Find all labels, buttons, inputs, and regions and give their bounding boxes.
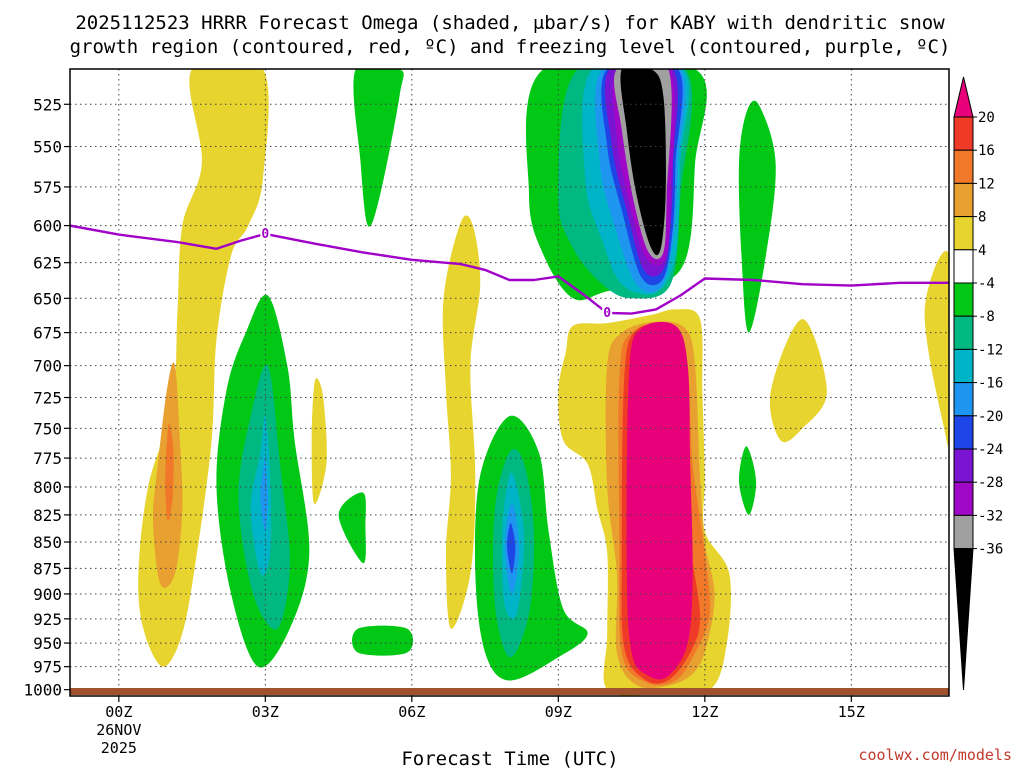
omega-region-9 [338,492,366,564]
freezing-level-contour: 00 [70,224,949,321]
colorbar-swatch-5 [953,249,974,284]
y-axis-pressure-ticks: 525 550 575 600 625 650 675 700 725 750 775 800 825 8… [23,95,70,700]
colorbar-swatch-1 [953,116,974,151]
colorbar-label--8: -8 [978,309,995,325]
ground-surface [70,688,949,695]
colorbar-label--16: -16 [978,376,1003,392]
colorbar-label--12: -12 [978,342,1003,358]
colorbar-swatch-11 [953,448,974,483]
y-tick-label-725: 725 [33,389,62,408]
colorbar-label--32: -32 [978,508,1003,524]
freezing-label-bg-1 [602,304,613,319]
y-tick-label-650: 650 [33,289,62,308]
omega-region-10 [352,625,414,656]
colorbar-label-12: 12 [978,176,995,192]
colorbar-swatch-12 [953,481,974,516]
credit-text: coolwx.com/models [858,746,1012,764]
colorbar-label-8: 8 [978,210,986,226]
y-tick-label-875: 875 [33,559,62,578]
colorbar-label-16: 16 [978,143,995,159]
x-tick-label-03Z: 03Z [252,703,279,721]
omega-region-33 [769,319,827,443]
y-tick-label-900: 900 [33,585,62,604]
y-tick-label-975: 975 [33,658,62,677]
freezing-level-label-0: 0 [261,227,269,242]
y-tick-label-925: 925 [33,610,62,629]
y-tick-label-625: 625 [33,254,62,273]
colorbar-swatch-9 [953,382,974,417]
x-tick-label-00Z: 00Z [105,703,132,721]
colorbar-swatch-10 [953,415,974,450]
omega-region-2 [165,423,174,521]
x-tick-date: 26NOV [96,721,141,739]
colorbar-label--36: -36 [978,542,1003,558]
colorbar-swatch-2 [953,149,974,184]
y-tick-label-825: 825 [33,506,62,525]
x-tick-label-15Z: 15Z [838,703,865,721]
y-tick-label-600: 600 [33,217,62,236]
y-tick-label-675: 675 [33,324,62,343]
x-tick-label-12Z: 12Z [691,703,718,721]
y-tick-label-575: 575 [33,178,62,197]
plot-frame [69,68,950,697]
y-tick-label-700: 700 [33,357,62,376]
omega-region-30 [626,321,693,680]
freezing-level-line [70,224,949,315]
omega-region-32 [738,446,757,515]
x-tick-label-06Z: 06Z [398,703,425,721]
omega-shading [138,69,949,696]
colorbar-label-4: 4 [978,243,986,259]
y-tick-label-850: 850 [33,533,62,552]
omega-region-25 [620,69,666,256]
x-axis-label: Forecast Time (UTC) [401,748,618,768]
colorbar-label-20: 20 [978,110,995,126]
omega-region-34 [924,251,949,447]
colorbar-top-triangle [953,76,974,118]
colorbar-swatch-13 [953,514,974,550]
y-tick-label-800: 800 [33,478,62,497]
colorbar-swatch-7 [953,315,974,350]
colorbar-label--20: -20 [978,409,1003,425]
colorbar-bottom-triangle [953,548,974,691]
freezing-label-bg-0 [260,225,271,240]
chart-title-line-2: growth region (contoured, red, ºC) and f… [70,36,951,58]
colorbar-swatch-3 [953,182,974,218]
omega-region-6 [260,455,268,532]
y-tick-label-1000: 1000 [23,681,62,700]
colorbar-label--4: -4 [978,276,995,292]
y-tick-label-775: 775 [33,449,62,468]
omega-region-7 [311,378,327,505]
colorbar-legend: 20 16 12 8 4 -4 -8 -12 -16 -20 -24 -28 -32 -36 [953,76,1003,691]
y-tick-label-750: 750 [33,419,62,438]
colorbar-label--28: -28 [978,475,1003,491]
colorbar-label--24: -24 [978,442,1003,458]
omega-region-31 [738,100,776,333]
colorbar-swatch-4 [953,216,974,251]
omega-region-11 [442,215,481,629]
x-tick-label-09Z: 09Z [545,703,572,721]
colorbar-swatch-6 [953,282,974,317]
omega-region-16 [507,523,516,574]
chart-title-line-1: 2025112523 HRRR Forecast Omega (shaded, … [75,12,945,34]
colorbar-swatch-8 [953,348,974,384]
freezing-level-label-1: 0 [603,306,611,321]
y-tick-label-550: 550 [33,138,62,157]
x-tick-year: 2025 [101,739,137,757]
y-tick-label-525: 525 [33,95,62,114]
y-tick-label-950: 950 [33,634,62,653]
